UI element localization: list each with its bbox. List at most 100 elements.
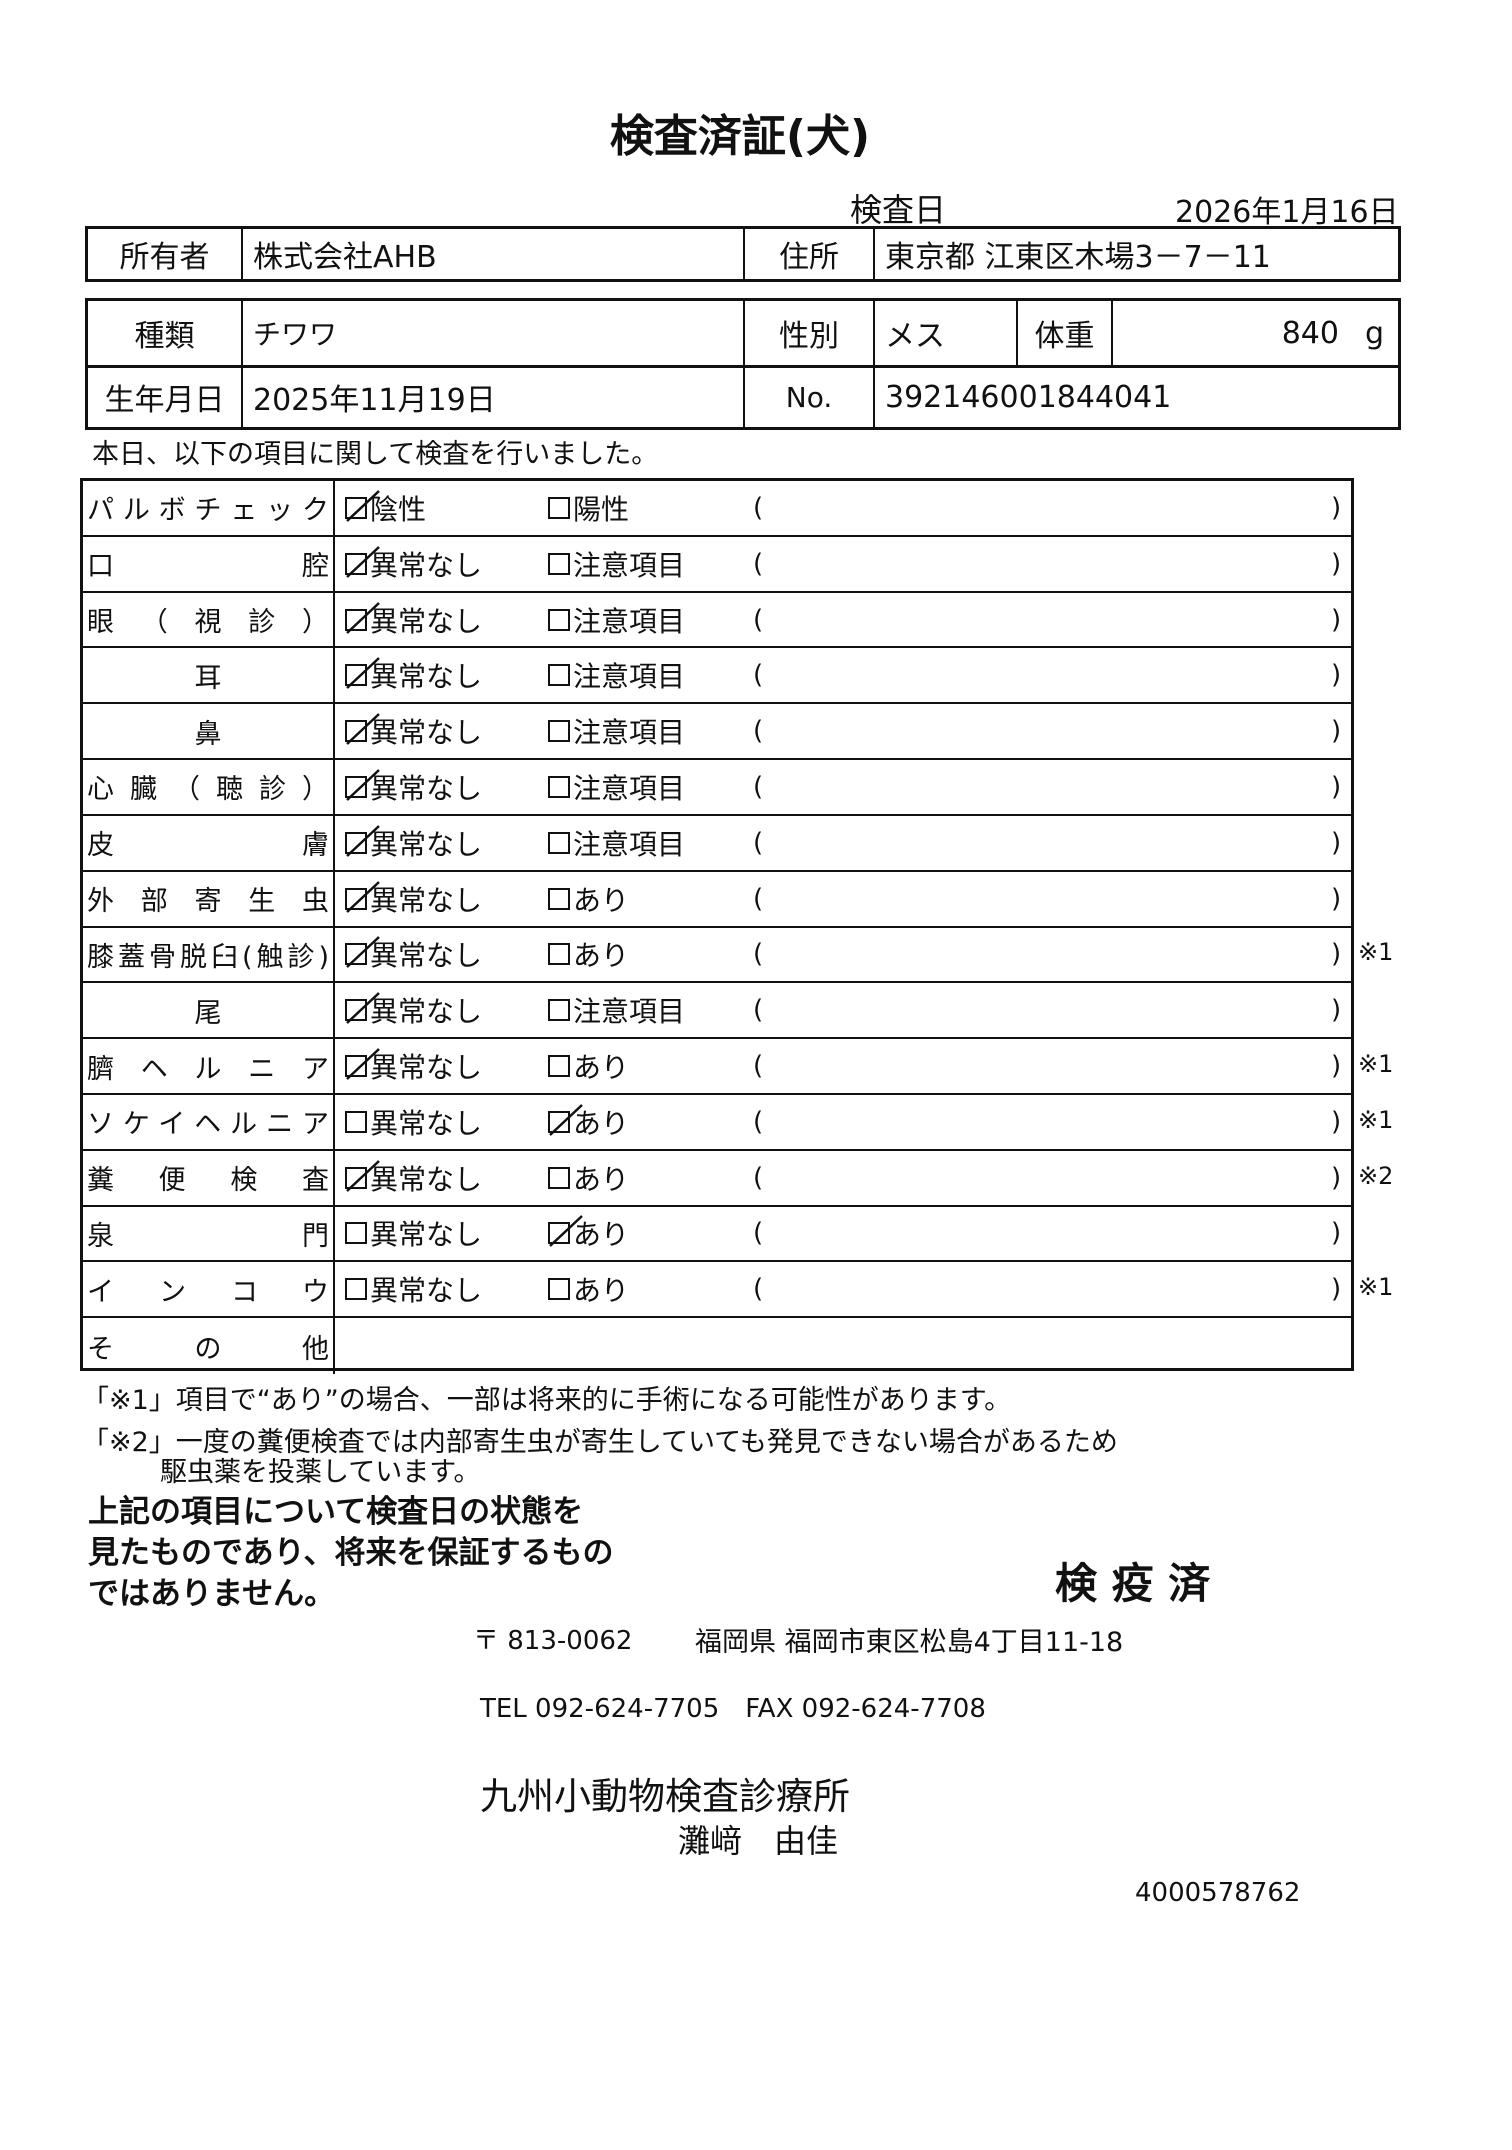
row-label: 尾	[83, 983, 335, 1038]
checkbox-icon[interactable]	[548, 496, 570, 519]
checkbox-icon[interactable]	[548, 943, 570, 966]
row-label-text: 膝蓋骨脱臼(触診)	[87, 941, 329, 973]
checkbox-icon[interactable]	[548, 608, 570, 631]
checked-box-icon[interactable]	[345, 992, 380, 1025]
weight-value: 840	[1281, 315, 1339, 351]
option-label: あり	[573, 1106, 630, 1140]
option-1[interactable]: 異常なし	[345, 704, 482, 758]
option-1[interactable]: 異常なし	[345, 760, 482, 814]
option-2[interactable]: あり	[548, 1207, 629, 1261]
checkbox-icon[interactable]	[548, 831, 570, 854]
option-1[interactable]: 異常なし	[345, 816, 482, 870]
option-2[interactable]: あり	[548, 928, 629, 982]
option-1[interactable]: 異常なし	[345, 593, 482, 647]
option-2[interactable]: 注意項目	[548, 537, 685, 591]
checked-box-icon[interactable]	[345, 1048, 380, 1080]
option-1[interactable]: 異常なし	[345, 1095, 482, 1149]
checked-box-icon[interactable]	[345, 713, 380, 746]
checkbox-icon[interactable]	[345, 1222, 367, 1245]
paren-open: (	[753, 548, 764, 579]
row-label-text: 外部寄生虫	[87, 886, 329, 918]
option-2[interactable]: あり	[548, 1151, 629, 1205]
weight-label: 体重	[1018, 301, 1113, 365]
checkbox-icon[interactable]	[548, 999, 570, 1022]
sex-value: メス	[875, 301, 1018, 365]
checkbox-icon[interactable]	[548, 720, 570, 743]
checked-box-icon[interactable]	[345, 769, 380, 801]
table-row: 臍ヘルニア 異常なし あり ()	[83, 1039, 1351, 1095]
option-1[interactable]: 異常なし	[345, 928, 482, 982]
other-field[interactable]	[335, 1318, 1351, 1374]
paren-close: )	[1331, 604, 1342, 635]
option-2[interactable]: 陽性	[548, 481, 629, 535]
option-2[interactable]: 注意項目	[548, 816, 685, 870]
checkbox-icon[interactable]	[548, 552, 570, 575]
table-row: 心臓（聴診） 異常なし 注意項目 ()	[83, 760, 1351, 816]
no-value: 392146001844041	[885, 379, 1172, 415]
quarantine-stamp: 検 疫 済	[1055, 1559, 1211, 1608]
clinic-name: 九州小動物検査診療所	[480, 1775, 850, 1818]
checked-box-icon[interactable]	[345, 489, 380, 522]
checked-box-icon[interactable]	[345, 601, 380, 634]
option-2[interactable]: 注意項目	[548, 648, 685, 702]
disclaimer-line: 見たものであり、将来を保証するもの	[88, 1535, 614, 1571]
checked-box-icon[interactable]	[345, 880, 380, 913]
option-label: 異常なし	[370, 995, 483, 1029]
option-1[interactable]: 異常なし	[345, 1207, 482, 1261]
paren-open: (	[753, 771, 764, 802]
disclaimer-line: ではありません。	[88, 1576, 336, 1612]
checkbox-icon[interactable]	[345, 1278, 367, 1301]
option-1[interactable]: 異常なし	[345, 648, 482, 702]
checked-box-icon[interactable]	[345, 936, 380, 969]
table-row: 膝蓋骨脱臼(触診) 異常なし あり ()	[83, 927, 1351, 984]
table-row: インコウ 異常なし あり ()	[83, 1262, 1351, 1319]
note-marker: ※1	[1358, 1050, 1394, 1079]
breed-value: チワワ	[243, 301, 745, 365]
row-label: インコウ	[83, 1262, 335, 1317]
option-1[interactable]: 異常なし	[345, 1151, 482, 1205]
checkbox-icon[interactable]	[345, 1110, 367, 1133]
checked-box-icon[interactable]	[548, 1103, 583, 1136]
option-label: 異常なし	[370, 771, 483, 805]
owner-value: 株式会社AHB	[243, 229, 745, 279]
checkbox-icon[interactable]	[548, 664, 570, 687]
option-2[interactable]: 注意項目	[548, 983, 685, 1037]
option-2[interactable]: 注意項目	[548, 704, 685, 758]
option-1[interactable]: 異常なし	[345, 1262, 482, 1316]
option-label: 注意項目	[573, 548, 686, 582]
row-label-text: 口腔	[87, 551, 329, 583]
option-1[interactable]: 陰性	[345, 481, 426, 535]
option-2[interactable]: あり	[548, 1095, 629, 1149]
option-1[interactable]: 異常なし	[345, 1039, 482, 1093]
paren-open: (	[753, 604, 764, 635]
option-1[interactable]: 異常なし	[345, 537, 482, 591]
birth-label: 生年月日	[88, 367, 243, 427]
paren-open: (	[753, 660, 764, 691]
option-2[interactable]: あり	[548, 1039, 629, 1093]
paren-open: (	[753, 1051, 764, 1082]
option-label: 異常なし	[370, 883, 483, 917]
option-label: 異常なし	[370, 604, 483, 638]
option-2[interactable]: あり	[548, 1262, 629, 1316]
option-2[interactable]: 注意項目	[548, 760, 685, 814]
checked-box-icon[interactable]	[345, 657, 380, 690]
option-2[interactable]: 注意項目	[548, 593, 685, 647]
paren-open: (	[753, 1218, 764, 1249]
checked-box-icon[interactable]	[345, 824, 380, 857]
checkbox-icon[interactable]	[548, 1055, 570, 1078]
owner-label: 所有者	[88, 229, 243, 279]
checkbox-icon[interactable]	[548, 775, 570, 798]
checkbox-icon[interactable]	[548, 887, 570, 910]
checked-box-icon[interactable]	[548, 1215, 583, 1248]
checked-box-icon[interactable]	[345, 1159, 380, 1192]
option-1[interactable]: 異常なし	[345, 872, 482, 926]
checked-box-icon[interactable]	[345, 545, 380, 578]
table-row: 口腔 異常なし 注意項目 ()	[83, 536, 1351, 593]
option-2[interactable]: あり	[548, 872, 629, 926]
option-1[interactable]: 異常なし	[345, 983, 482, 1037]
checkbox-icon[interactable]	[548, 1166, 570, 1189]
document-title: 検査済証(犬)	[609, 111, 871, 162]
table-row: ソケイヘルニア 異常なし あり ()	[83, 1094, 1351, 1151]
checkbox-icon[interactable]	[548, 1278, 570, 1301]
option-label: 注意項目	[573, 827, 686, 861]
